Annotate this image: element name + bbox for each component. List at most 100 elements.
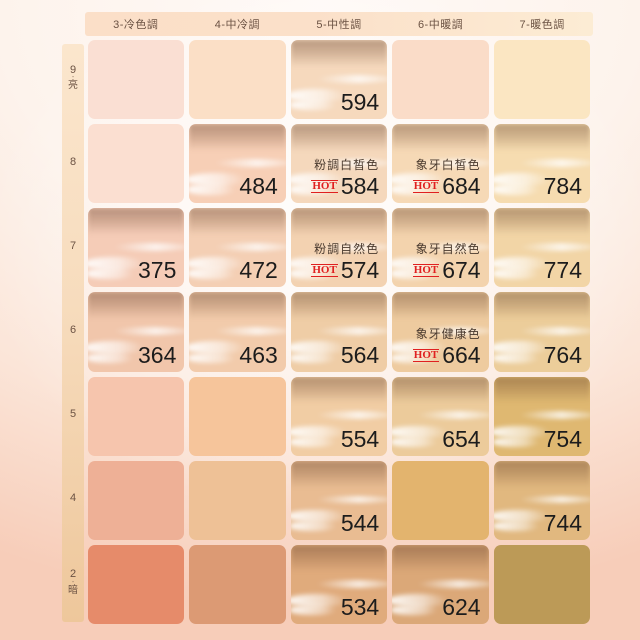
shade-swatch-554[interactable]: 554 [290, 376, 388, 456]
shade-name-label: 粉調自然色 [314, 242, 380, 257]
row-header-5: 5 [62, 408, 84, 421]
shade-swatch-blank[interactable] [88, 40, 185, 120]
row-header-number: 9 [69, 63, 77, 76]
smear-dark-band [290, 208, 388, 236]
smear-highlight-1 [315, 411, 388, 420]
smear-highlight-2 [493, 341, 550, 355]
row-header-tick: - [71, 578, 75, 586]
smear-highlight-3 [189, 352, 236, 363]
shade-swatch-blank[interactable] [392, 40, 489, 120]
shade-code: 594 [340, 89, 380, 116]
shade-swatch-754[interactable]: 754 [493, 376, 590, 456]
shade-swatch-744[interactable]: 744 [493, 460, 590, 540]
shade-swatch-674[interactable]: 象牙自然色 HOT 674 [392, 208, 489, 288]
shade-code-row: 463 [239, 342, 277, 368]
shade-swatch-blank[interactable] [189, 40, 286, 120]
shade-swatch-blank[interactable] [493, 40, 590, 120]
shade-code-row: HOT 674 [412, 257, 481, 284]
smear-dark-band [493, 124, 590, 152]
shade-code: 664 [442, 341, 481, 368]
shade-grid: 594 484 粉調白皙色 HOT 584 象牙白皙色 HOT 684 784 375 472 粉調自… [88, 40, 590, 624]
shade-swatch-594[interactable]: 594 [290, 40, 388, 120]
shade-swatch-blank[interactable] [88, 460, 185, 540]
smear-highlight-3 [290, 520, 338, 532]
row-header-label: 暗 [68, 584, 78, 596]
row-header-number: 6 [69, 324, 77, 336]
shade-code: 654 [442, 425, 481, 452]
shade-code: 564 [340, 341, 380, 368]
shade-swatch-blank[interactable] [88, 124, 185, 204]
shade-swatch-684[interactable]: 象牙白皙色 HOT 684 [392, 124, 489, 204]
smear-highlight-2 [392, 425, 449, 439]
shade-swatch-blank[interactable] [493, 544, 590, 624]
shade-swatch-784[interactable]: 784 [493, 124, 590, 204]
shade-name-label: 象牙白皙色 [415, 158, 481, 173]
shade-swatch-764[interactable]: 764 [493, 292, 590, 372]
shade-swatch-544[interactable]: 544 [290, 460, 388, 540]
smear-highlight-3 [189, 184, 236, 195]
shade-swatch-364[interactable]: 364 [88, 292, 185, 372]
shade-code-row: 744 [543, 509, 582, 536]
shade-swatch-584[interactable]: 粉調白皙色 HOT 584 [290, 124, 388, 204]
smear-highlight-1 [113, 243, 185, 251]
shade-code-row: 534 [341, 595, 379, 620]
smear-highlight-3 [290, 100, 338, 111]
shade-swatch-664[interactable]: 象牙健康色 HOT 664 [392, 292, 489, 372]
shade-code: 544 [340, 509, 380, 536]
shade-swatch-484[interactable]: 484 [189, 124, 286, 204]
smear-dark-band [189, 208, 286, 236]
smear-highlight-1 [315, 579, 388, 588]
smear-highlight-1 [518, 411, 590, 420]
smear-highlight-1 [417, 411, 489, 420]
hot-badge: HOT [311, 180, 338, 194]
shade-swatch-564[interactable]: 564 [290, 292, 388, 372]
shade-code-row: 564 [340, 341, 380, 368]
row-header-number: 4 [69, 492, 77, 505]
shade-swatch-blank[interactable] [88, 376, 185, 456]
row-header-number: 5 [69, 408, 77, 421]
shade-swatch-blank[interactable] [392, 460, 489, 540]
shade-name-label: 象牙健康色 [415, 326, 481, 341]
smear-highlight-3 [392, 436, 439, 447]
smear-dark-band [493, 208, 590, 236]
row-header-9: 9-亮 [62, 63, 84, 92]
column-header-strip: 3-冷色調 4-中冷調 5-中性調 6-中暖調 7-暖色調 [85, 12, 593, 36]
smear-highlight-2 [493, 509, 550, 523]
column-header-5: 7-暖色調 [519, 19, 565, 31]
shade-swatch-624[interactable]: 624 [392, 544, 489, 624]
shade-code-row: 754 [543, 425, 582, 452]
shade-code: 554 [340, 425, 380, 452]
shade-swatch-654[interactable]: 654 [392, 376, 489, 456]
shade-swatch-774[interactable]: 774 [493, 208, 590, 288]
shade-code-row: 364 [138, 342, 176, 368]
shade-swatch-472[interactable]: 472 [189, 208, 286, 288]
shade-swatch-463[interactable]: 463 [189, 292, 286, 372]
shade-swatch-blank[interactable] [189, 544, 286, 624]
smear-highlight-3 [493, 352, 540, 363]
shade-code-row: 472 [239, 258, 277, 283]
row-header-label: 亮 [68, 80, 78, 92]
shade-code: 674 [442, 257, 481, 284]
smear-highlight-1 [518, 327, 590, 336]
shade-code-row: HOT 574 [311, 258, 379, 283]
smear-highlight-1 [214, 158, 286, 167]
smear-highlight-2 [88, 341, 144, 355]
smear-dark-band [290, 124, 388, 152]
shade-code-row: 774 [544, 258, 582, 283]
shade-swatch-574[interactable]: 粉調自然色 HOT 574 [290, 208, 388, 288]
shade-swatch-blank[interactable] [88, 544, 185, 624]
shade-swatch-blank[interactable] [189, 460, 286, 540]
shade-code: 744 [543, 509, 582, 536]
shade-swatch-534[interactable]: 534 [290, 544, 388, 624]
smear-highlight-2 [290, 509, 347, 523]
smear-highlight-3 [290, 605, 338, 616]
shade-code-row: 375 [138, 258, 176, 283]
smear-dark-band [88, 208, 185, 236]
shade-swatch-375[interactable]: 375 [88, 208, 185, 288]
smear-highlight-1 [315, 74, 388, 83]
shade-swatch-blank[interactable] [189, 376, 286, 456]
shade-code: 754 [543, 425, 582, 452]
hot-badge: HOT [412, 348, 440, 362]
